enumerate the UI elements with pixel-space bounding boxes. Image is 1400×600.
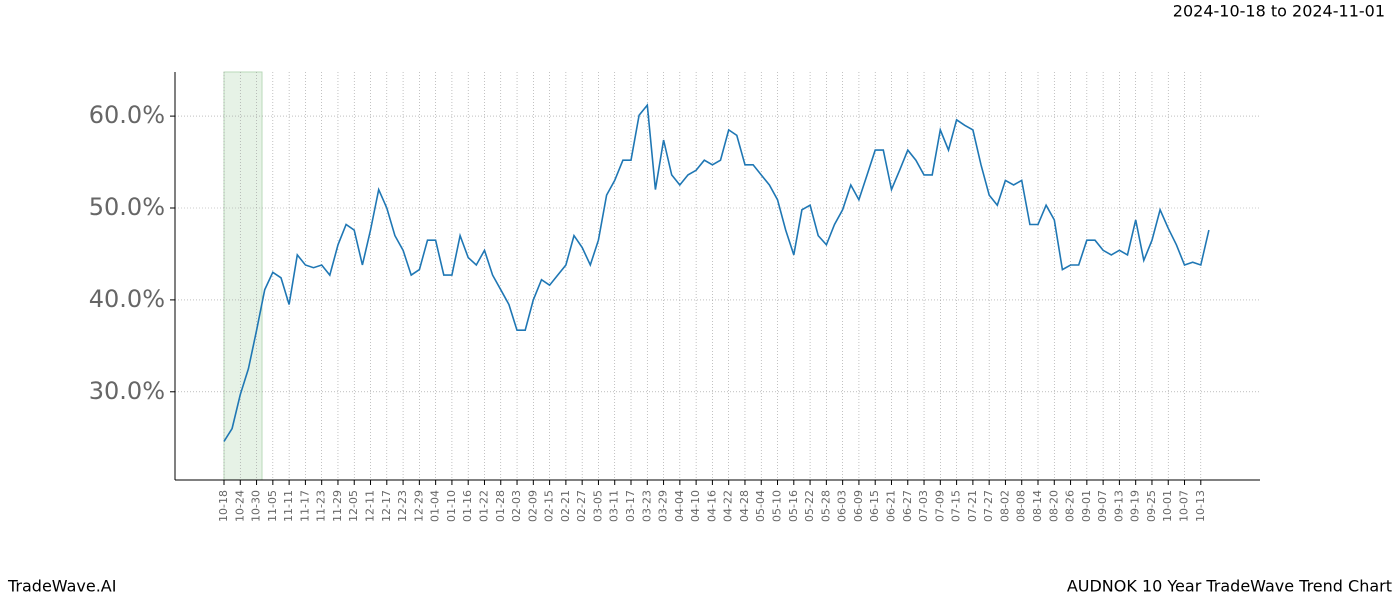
x-tick-label: 10-18 bbox=[217, 490, 230, 522]
x-tick-label: 05-10 bbox=[771, 490, 784, 522]
watermark: TradeWave.AI bbox=[7, 577, 116, 596]
x-tick-label: 04-22 bbox=[722, 490, 735, 522]
x-tick-label: 02-15 bbox=[543, 490, 556, 522]
chart-subtitle: 2024-10-18 to 2024-11-01 bbox=[1173, 2, 1385, 21]
x-tick-label: 04-04 bbox=[673, 490, 686, 522]
x-tick-label: 05-28 bbox=[819, 490, 832, 522]
x-tick-label: 01-22 bbox=[477, 490, 490, 522]
x-tick-label: 02-21 bbox=[559, 490, 572, 522]
x-tick-label: 02-27 bbox=[575, 490, 588, 522]
x-tick-label: 06-21 bbox=[884, 490, 897, 522]
trend-line bbox=[223, 103, 1210, 442]
x-tick-label: 12-23 bbox=[396, 490, 409, 522]
x-tick-label: 01-04 bbox=[429, 490, 442, 522]
x-tick-label: 09-01 bbox=[1080, 490, 1093, 522]
x-tick-label: 04-28 bbox=[738, 490, 751, 522]
x-tick-label: 07-15 bbox=[950, 490, 963, 522]
y-tick-label: 30.0% bbox=[89, 377, 165, 405]
x-tick-label: 02-03 bbox=[510, 490, 523, 522]
x-tick-label: 10-07 bbox=[1178, 490, 1191, 522]
x-tick-label: 11-23 bbox=[315, 490, 328, 522]
y-tick-label: 40.0% bbox=[89, 285, 165, 313]
x-tick-label: 09-13 bbox=[1112, 490, 1125, 522]
x-tick-label: 07-03 bbox=[917, 490, 930, 522]
x-tick-label: 09-07 bbox=[1096, 490, 1109, 522]
x-tick-label: 02-09 bbox=[526, 490, 539, 522]
x-tick-label: 04-16 bbox=[705, 490, 718, 522]
x-tick-label: 07-09 bbox=[933, 490, 946, 522]
x-tick-label: 03-11 bbox=[608, 490, 621, 522]
x-tick-label: 07-27 bbox=[982, 490, 995, 522]
x-tick-label: 01-28 bbox=[494, 490, 507, 522]
x-tick-label: 11-05 bbox=[266, 490, 279, 522]
x-tick-label: 08-02 bbox=[998, 490, 1011, 522]
x-tick-label: 01-10 bbox=[445, 490, 458, 522]
x-tick-label: 01-16 bbox=[461, 490, 474, 522]
x-tick-label: 05-22 bbox=[803, 490, 816, 522]
x-tick-label: 03-23 bbox=[640, 490, 653, 522]
x-tick-label: 08-26 bbox=[1064, 490, 1077, 522]
x-tick-label: 06-09 bbox=[852, 490, 865, 522]
x-tick-label: 10-01 bbox=[1161, 490, 1174, 522]
x-tick-label: 12-17 bbox=[380, 490, 393, 522]
x-tick-label: 08-14 bbox=[1031, 490, 1044, 522]
y-tick-label: 50.0% bbox=[89, 193, 165, 221]
x-tick-label: 06-03 bbox=[836, 490, 849, 522]
x-tick-label: 10-30 bbox=[250, 490, 263, 522]
highlight-range bbox=[223, 71, 263, 481]
chart-title: AUDNOK 10 Year TradeWave Trend Chart bbox=[1067, 577, 1392, 596]
x-tick-label: 06-27 bbox=[901, 490, 914, 522]
x-tick-label: 06-15 bbox=[868, 490, 881, 522]
x-tick-label: 10-13 bbox=[1194, 490, 1207, 522]
x-tick-label: 09-19 bbox=[1129, 490, 1142, 522]
x-tick-label: 12-11 bbox=[364, 490, 377, 522]
x-tick-label: 05-04 bbox=[754, 490, 767, 522]
x-tick-label: 05-16 bbox=[787, 490, 800, 522]
x-tick-label: 03-17 bbox=[624, 490, 637, 522]
x-tick-label: 08-20 bbox=[1047, 490, 1060, 522]
x-tick-label: 09-25 bbox=[1145, 490, 1158, 522]
x-tick-label: 03-29 bbox=[657, 490, 670, 522]
x-tick-label: 03-05 bbox=[591, 490, 604, 522]
x-tick-label: 07-21 bbox=[966, 490, 979, 522]
x-tick-label: 12-05 bbox=[347, 490, 360, 522]
x-tick-label: 10-24 bbox=[233, 490, 246, 522]
x-tick-label: 11-11 bbox=[282, 490, 295, 522]
x-tick-label: 11-17 bbox=[298, 490, 311, 522]
y-tick-label: 60.0% bbox=[89, 101, 165, 129]
x-tick-label: 08-08 bbox=[1015, 490, 1028, 522]
x-tick-label: 12-29 bbox=[412, 490, 425, 522]
x-tick-label: 11-29 bbox=[331, 490, 344, 522]
x-tick-label: 04-10 bbox=[689, 490, 702, 522]
